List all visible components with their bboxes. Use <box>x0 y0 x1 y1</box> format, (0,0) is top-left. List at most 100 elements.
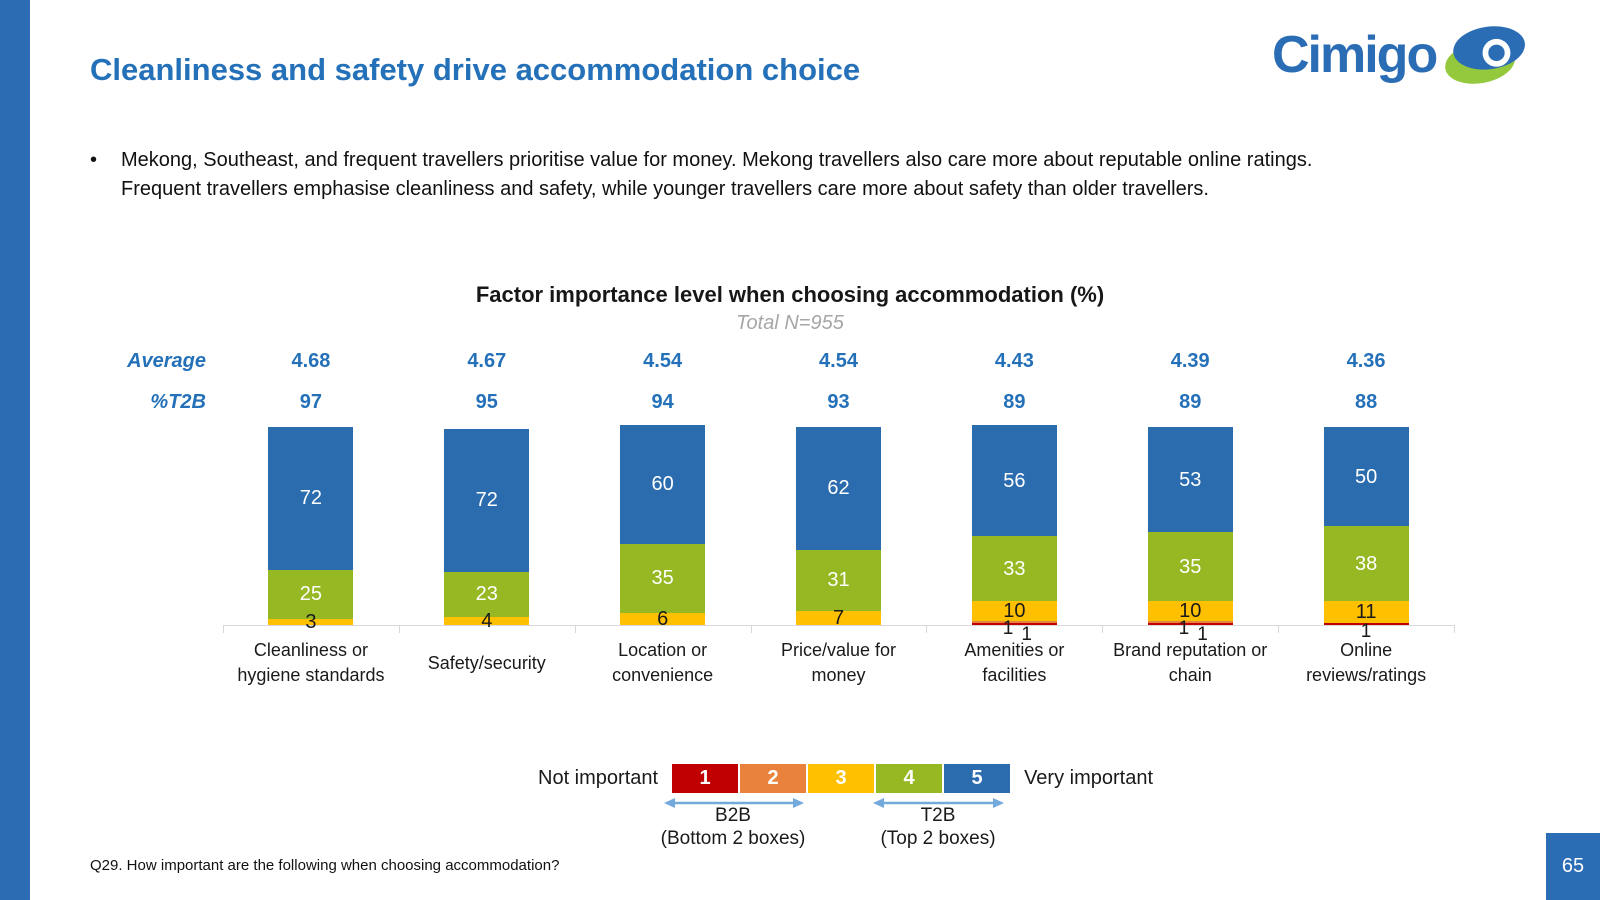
bar-value-label: 4 <box>481 610 493 633</box>
category-label: Cleanliness or hygiene standards <box>237 640 385 685</box>
t2b-value: 89 <box>1179 391 1202 413</box>
t2b-values-row: 97 95 94 93 89 89 88 <box>223 391 1454 414</box>
bar-value-label: 1 <box>1021 624 1032 645</box>
chart-subtitle: Total N=955 <box>736 312 844 334</box>
bar-value-label: 10 <box>1003 600 1026 623</box>
legend-right-label: Very important <box>1024 767 1154 789</box>
bar-value-label: 62 <box>827 477 850 500</box>
page-number: 65 <box>1561 855 1585 877</box>
stacked-bar: 53 35 10 1 1 <box>1147 427 1233 645</box>
bar-value-label: 1 <box>1360 621 1372 642</box>
average-value: 4.39 <box>1170 350 1210 372</box>
bar-segment-5: 60 <box>620 425 706 544</box>
bar-segment-4: 31 <box>796 549 881 612</box>
category-label: Online reviews/ratings <box>1306 640 1427 685</box>
b2b-range-arrow-icon <box>664 798 804 808</box>
bar-column: 60 35 6 <box>575 425 751 630</box>
category-label: Amenities or facilities <box>964 640 1065 685</box>
t2b-value: 89 <box>1003 391 1026 413</box>
t2b-sublabel: (Top 2 boxes) <box>880 828 996 849</box>
question-footnote: Q29. How important are the following whe… <box>90 857 560 874</box>
bar-column: 50 38 11 1 <box>1278 425 1454 642</box>
bar-value-label: 25 <box>299 583 323 606</box>
bar-segment-4: 35 <box>1147 531 1233 602</box>
t2b-label: T2B <box>920 805 956 826</box>
axis-ticks <box>223 625 1455 633</box>
bar-value-label: 1 <box>1178 618 1190 639</box>
legend-box-3: 3 <box>808 764 875 793</box>
bar-value-label: 6 <box>657 608 669 631</box>
bar-value-label: 33 <box>1003 557 1026 580</box>
bar-value-label: 35 <box>651 567 674 590</box>
average-value: 4.36 <box>1346 350 1386 372</box>
category-label: Price/value for money <box>780 640 897 685</box>
bar-value-label: 72 <box>299 487 323 510</box>
stacked-bar-chart: 72 25 3 72 23 4 60 35 6 62 31 7 56 33 10 1 1 53 35 10 1 1 50 38… <box>223 425 1454 645</box>
axis-tick <box>399 625 400 633</box>
t2b-value: 97 <box>299 391 323 413</box>
left-accent-strip <box>0 0 30 900</box>
bar-segment-5: 72 <box>444 429 530 572</box>
bar-segment-4: 23 <box>444 571 530 618</box>
page-title: Cleanliness and safety drive accommodati… <box>90 52 861 87</box>
t2b-value: 88 <box>1354 391 1378 413</box>
category-axis-line <box>223 625 1455 626</box>
average-row-label: Average <box>127 350 206 372</box>
bar-value-label: 31 <box>827 569 850 592</box>
bar-segment-3: 10 <box>1147 600 1233 622</box>
summary-line-1: Mekong, Southeast, and frequent travelle… <box>121 149 1313 171</box>
category-label: Brand reputation or chain <box>1113 640 1268 685</box>
stacked-bar: 72 25 3 <box>268 427 354 633</box>
summary-bullet: • Mekong, Southeast, and frequent travel… <box>90 146 1492 204</box>
bar-value-label: 3 <box>305 611 317 634</box>
chart-title: Factor importance level when choosing ac… <box>475 282 1105 307</box>
stacked-bar: 60 35 6 <box>620 425 706 630</box>
bar-segment-5: 72 <box>268 427 354 570</box>
average-values-row: 4.68 4.67 4.54 4.54 4.43 4.39 4.36 <box>223 350 1454 373</box>
bar-value-label: 1 <box>1197 624 1208 645</box>
bar-segment-3: 11 <box>1323 601 1409 624</box>
bar-value-label: 1 <box>1002 618 1014 639</box>
t2b-row-label: %T2B <box>150 391 206 413</box>
page-number-box: 65 <box>1546 833 1600 900</box>
bar-value-label: 72 <box>475 489 498 512</box>
axis-tick <box>1102 625 1103 633</box>
bar-value-label: 60 <box>651 473 674 496</box>
legend-left-label: Not important <box>538 767 659 789</box>
bar-segment-5: 53 <box>1147 427 1233 532</box>
bar-segment-3: 6 <box>620 608 706 630</box>
bar-segment-5: 56 <box>971 425 1057 536</box>
bar-value-label: 35 <box>1179 555 1202 578</box>
bar-segment-1 <box>971 623 1057 625</box>
bar-value-label: 7 <box>832 607 845 630</box>
legend-box-4: 4 <box>876 764 943 793</box>
bullet-glyph: • <box>90 149 98 171</box>
category-labels-row: Cleanliness or hygiene standards Safety/s… <box>223 634 1454 692</box>
t2b-value: 95 <box>475 391 498 413</box>
axis-tick <box>1278 625 1279 633</box>
bar-segment-1 <box>1323 623 1409 625</box>
axis-tick <box>1454 625 1455 633</box>
bar-segment-5: 62 <box>796 427 881 550</box>
summary-bullet-text: Mekong, Southeast, and frequent travelle… <box>121 146 1312 204</box>
bar-value-label: 38 <box>1354 552 1378 575</box>
bar-segment-4: 38 <box>1323 526 1409 602</box>
legend-box-2: 2 <box>740 764 807 793</box>
bar-segment-4: 33 <box>971 535 1057 602</box>
t2b-range-arrow-icon <box>873 798 1004 808</box>
axis-tick <box>926 625 927 633</box>
cimigo-logo: Cimigo <box>1272 24 1526 85</box>
bar-column: 72 23 4 <box>399 425 575 632</box>
bar-column: 72 25 3 <box>223 425 399 633</box>
summary-line-2: Frequent travellers emphasise cleanlines… <box>121 178 1209 200</box>
bar-segment-5: 50 <box>1323 427 1409 527</box>
stacked-bar: 62 31 7 <box>796 427 881 629</box>
t2b-value: 94 <box>651 391 674 413</box>
bar-value-label: 11 <box>1355 601 1377 624</box>
bar-value-label: 56 <box>1003 469 1026 492</box>
axis-tick <box>751 625 752 633</box>
b2b-sublabel: (Bottom 2 boxes) <box>660 828 806 849</box>
bar-segment-2 <box>1147 621 1233 624</box>
